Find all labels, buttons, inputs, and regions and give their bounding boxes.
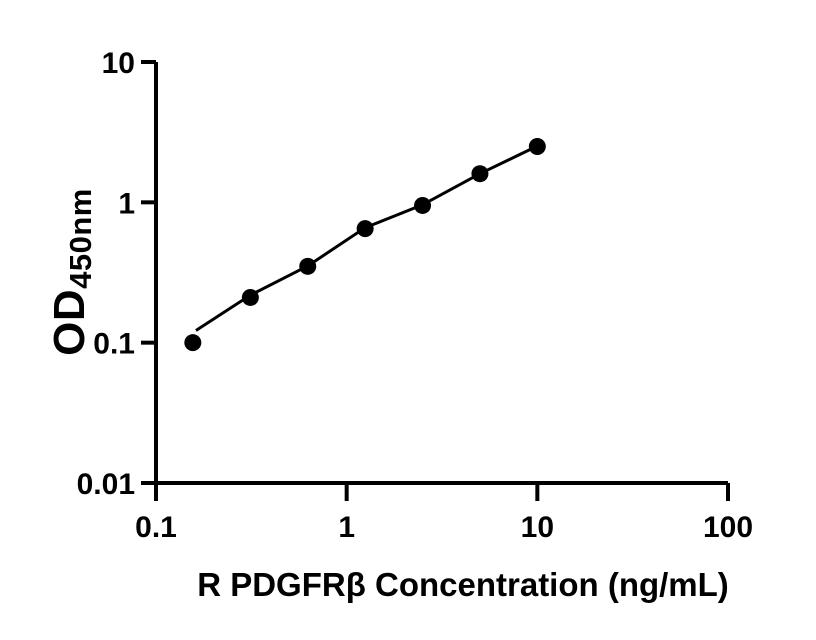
y-tick-label: 10 [102, 47, 135, 80]
y-tick-label: 0.1 [93, 328, 135, 361]
x-axis-title: R PDGFRβ Concentration (ng/mL) [197, 566, 729, 603]
x-tick-label: 10 [521, 511, 554, 544]
y-axis-title-main: OD [45, 288, 94, 356]
data-point [299, 257, 317, 275]
axis-spine [154, 62, 728, 485]
data-point [356, 220, 374, 238]
x-tick-label: 1 [338, 511, 355, 544]
data-point [184, 334, 202, 352]
x-tick-label: 0.1 [135, 511, 177, 544]
data-point [414, 196, 432, 214]
y-axis-title-subscript: 450nm [63, 188, 98, 289]
data-point [241, 288, 259, 306]
x-tick-label: 100 [703, 511, 753, 544]
data-point [528, 137, 546, 155]
y-axis-title: OD450nm [40, 168, 100, 376]
y-tick-label: 1 [118, 187, 135, 220]
data-point [471, 165, 489, 183]
y-tick-label: 0.01 [77, 468, 135, 501]
